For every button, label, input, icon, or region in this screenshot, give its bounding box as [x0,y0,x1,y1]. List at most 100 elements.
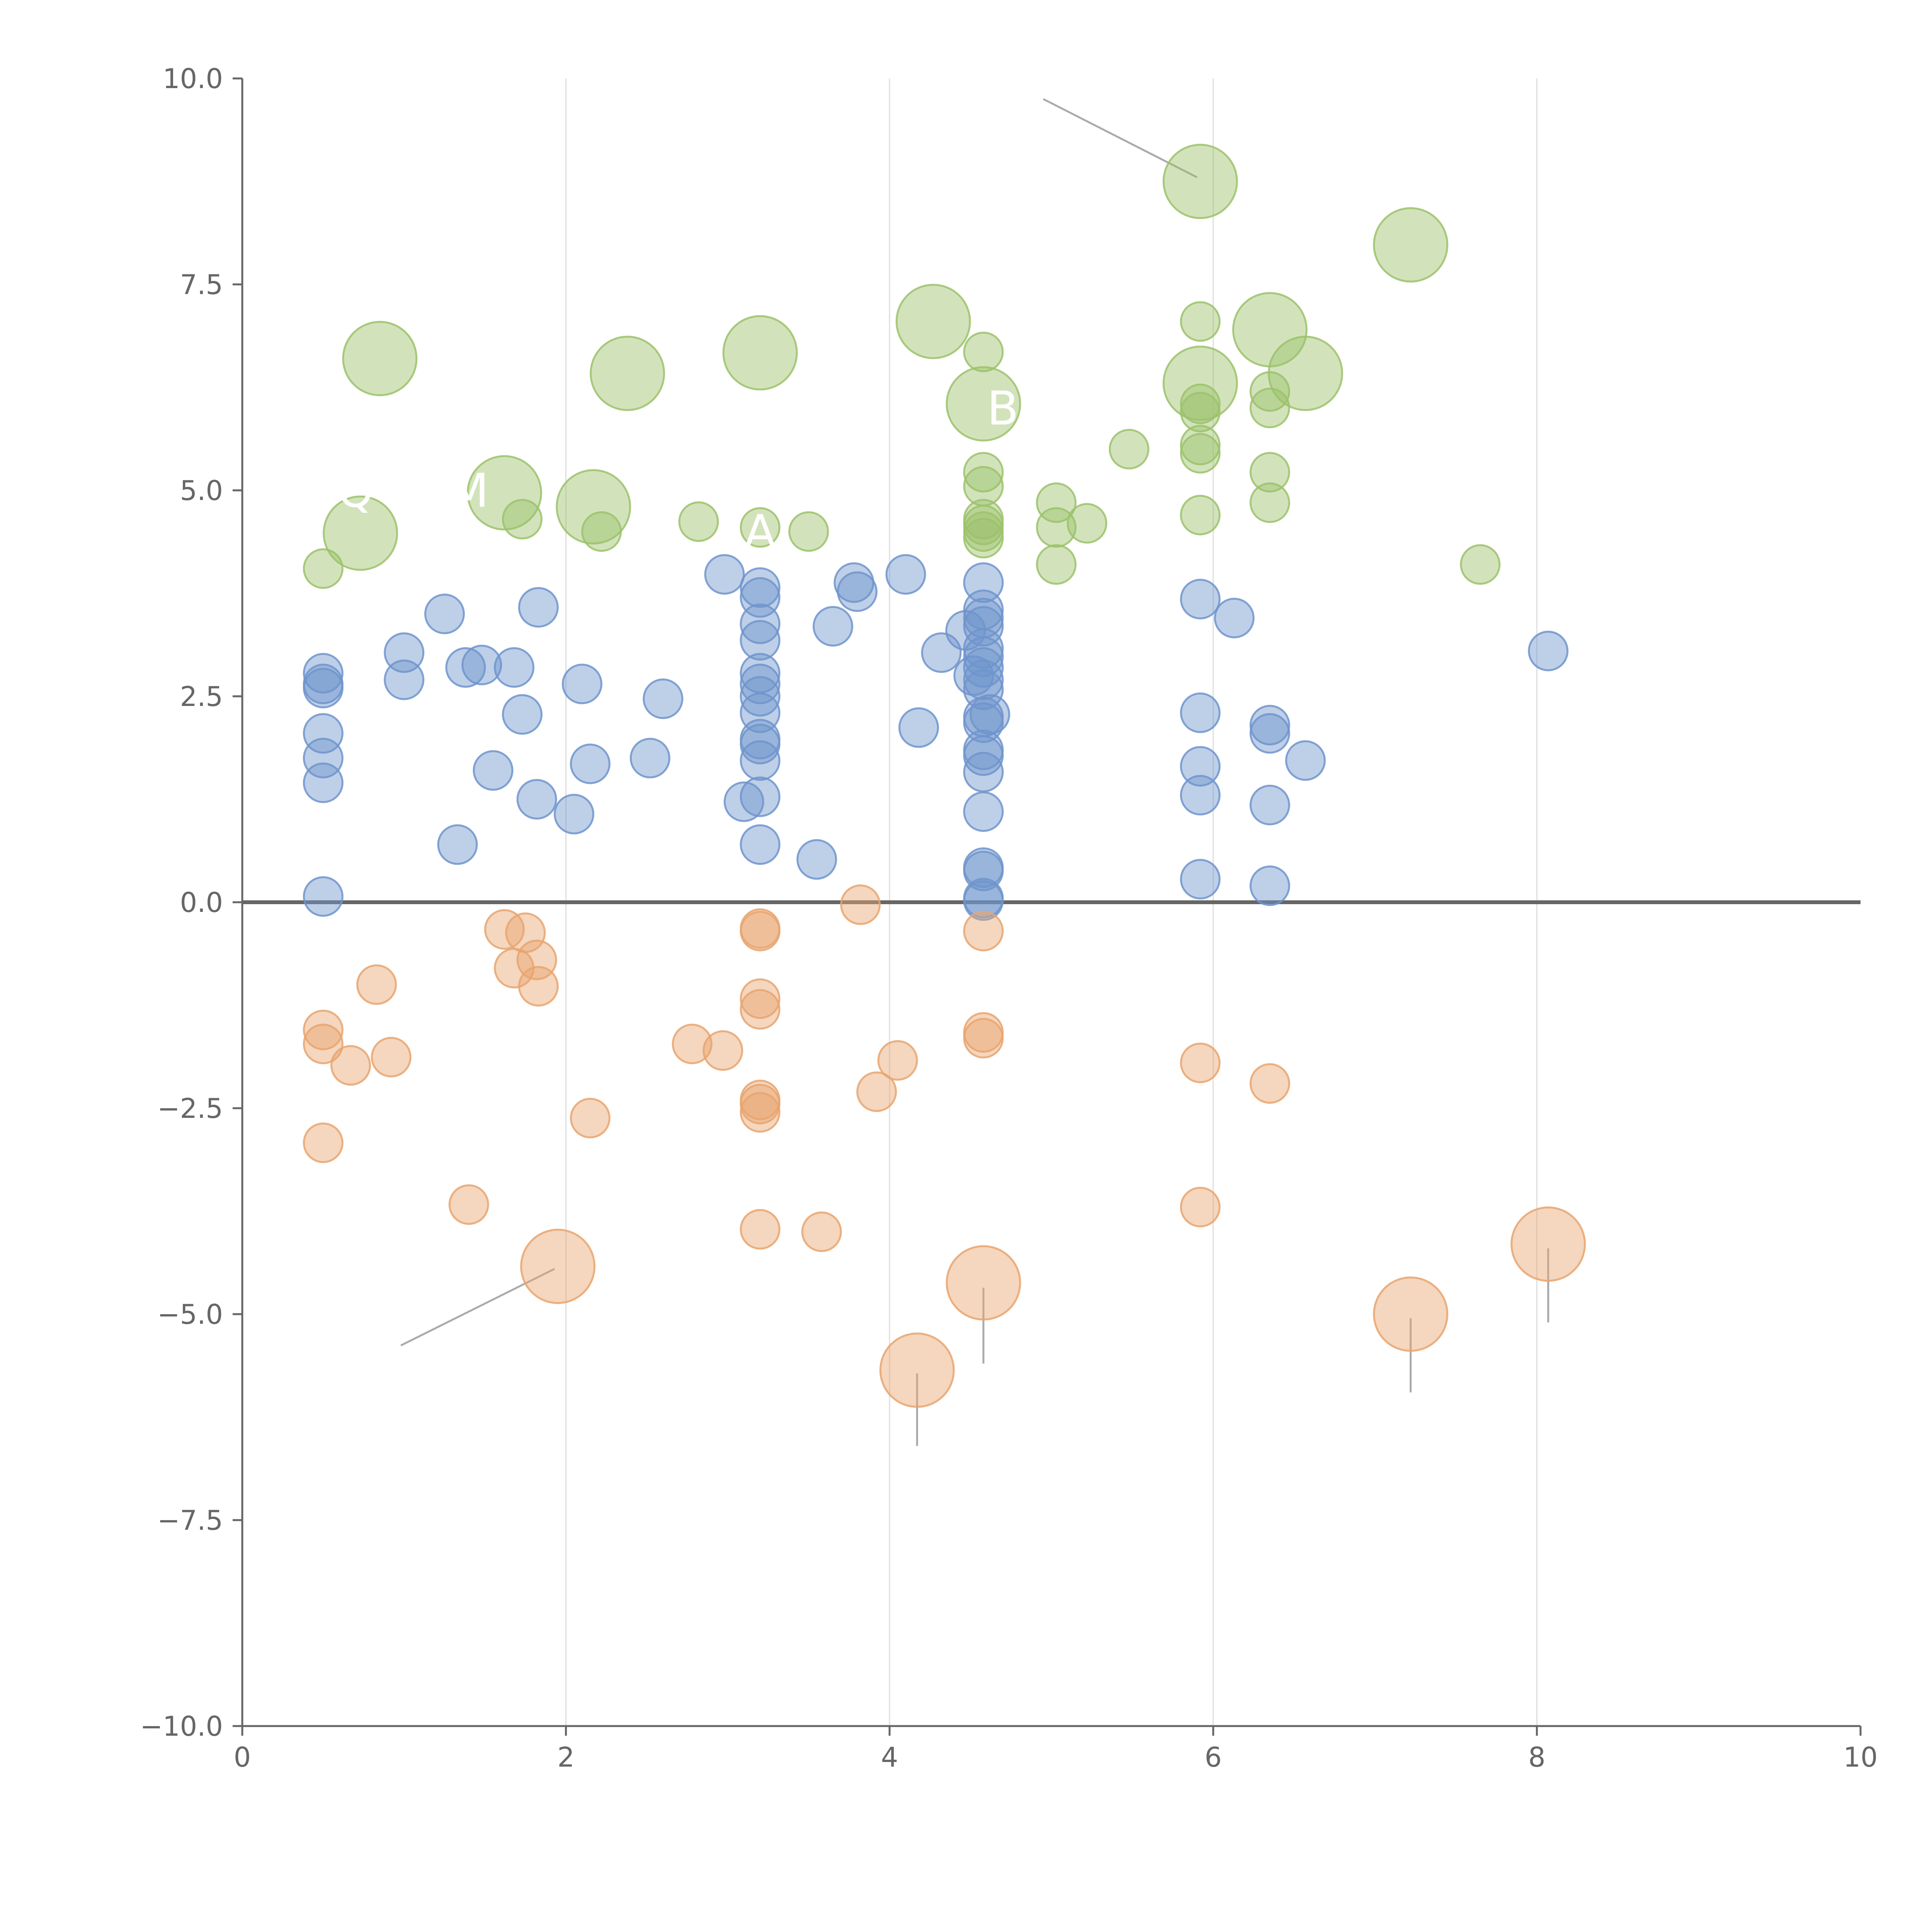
data-point [1036,482,1077,523]
data-point [461,645,502,685]
data-point [330,1045,371,1086]
data-point [702,1030,743,1071]
y-tick-label: 0.0 [180,887,223,918]
data-point [466,455,542,531]
data-point [963,880,1004,921]
x-tick-label: 10 [1843,1742,1878,1773]
data-point [448,1184,489,1225]
data-point [342,321,418,396]
data-point [384,659,425,700]
data-point [740,989,781,1030]
data-point [1180,301,1221,342]
data-point [303,653,344,694]
data-point [801,1211,842,1252]
data-point [570,743,611,784]
data-point [672,1024,713,1065]
data-point [518,966,559,1007]
data-point [946,366,1021,442]
data-point [484,909,525,950]
series-high [303,144,1501,589]
annotations [400,98,1549,1446]
data-point [520,1228,596,1304]
data-point [740,740,781,781]
data-point [740,776,781,817]
data-point [1109,429,1150,469]
data-point [946,1245,1021,1321]
data-point [963,752,1004,793]
data-point [813,606,854,647]
data-point [424,594,465,634]
data-point [1180,433,1221,474]
y-tick-label: −7.5 [157,1505,223,1536]
data-point [445,647,486,688]
x-tick-label: 8 [1528,1742,1546,1773]
overlay-label: B [987,382,1019,435]
data-point [1249,371,1290,412]
data-point [969,694,1010,735]
data-point [740,1083,781,1124]
x-tick-label: 4 [881,1742,898,1773]
data-point [518,587,559,628]
data-point [1285,740,1326,781]
data-point [629,738,670,779]
series-mid [303,554,1569,921]
data-point [740,724,781,765]
data-point [1180,425,1221,466]
data-point [796,839,837,880]
data-point [561,663,602,704]
data-point [704,554,745,595]
data-point [303,762,344,803]
data-point [856,1071,897,1112]
data-point [1180,1043,1221,1083]
data-point [303,1024,344,1065]
annotation-line [400,1268,555,1347]
data-point [723,781,764,822]
data-point [963,518,1004,559]
data-point [371,1037,412,1078]
data-point [1180,495,1221,536]
data-point [788,511,829,552]
data-point [554,794,595,835]
data-point [516,779,557,820]
data-point [1249,865,1290,906]
x-tick-label: 0 [234,1742,251,1773]
data-point [1249,705,1290,746]
data-point [1510,1206,1586,1282]
data-point [502,499,543,540]
data-point [1249,482,1290,523]
annotation-line [1043,98,1198,179]
data-point [1162,144,1238,219]
data-point [898,707,939,748]
y-tick-label: 10.0 [163,63,223,95]
y-tick-label: 5.0 [180,475,223,507]
data-point [1268,335,1344,411]
data-point [1528,631,1569,672]
data-point [1180,775,1221,816]
data-point [1180,859,1221,900]
data-point [1373,207,1449,283]
data-point [740,1092,781,1133]
y-tick-label: −10.0 [140,1711,223,1742]
data-point [740,911,781,952]
data-point [505,912,546,953]
overlay-label: A [744,505,776,559]
data-point [1249,452,1290,493]
data-point [1373,1276,1449,1352]
data-point [502,694,543,735]
data-point [581,511,622,552]
data-point [1036,544,1077,585]
data-point [840,884,881,925]
data-point [1249,1063,1290,1104]
data-point [473,750,514,791]
y-tick-label: −5.0 [157,1299,223,1330]
data-point [740,620,781,661]
data-point [740,676,781,717]
data-point [837,571,878,612]
data-point [1249,713,1290,754]
data-point [1180,383,1221,424]
data-point [740,978,781,1019]
data-point [879,1332,955,1408]
axis-ticks: 0 2 4 6 8 10 −10.0 −7.5 −5.0 −2.5 0.0 2.5 5.0 7.5 10.0 [140,63,1878,1773]
data-point [437,824,478,865]
data-point [1180,746,1221,787]
